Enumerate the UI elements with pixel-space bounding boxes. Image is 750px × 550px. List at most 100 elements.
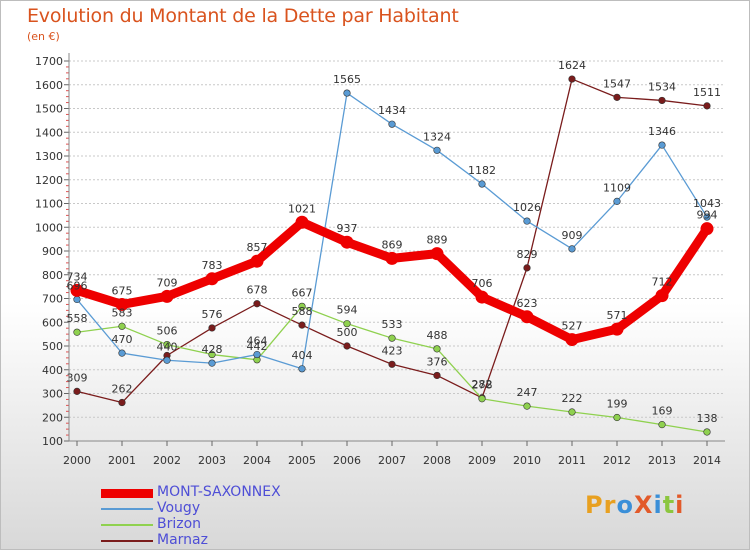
y-tick-label: 1000 [35, 221, 63, 234]
data-label-marnaz: 262 [112, 383, 133, 396]
data-label-vougy: 428 [202, 343, 223, 356]
data-label-brizon: 667 [292, 286, 313, 299]
point-marnaz [298, 321, 306, 329]
point-vougy [613, 197, 621, 205]
data-label-brizon: 222 [562, 392, 583, 405]
data-label-brizon: 247 [517, 386, 538, 399]
data-label-mont-saxonnex: 783 [202, 259, 223, 272]
data-label-marnaz: 1534 [648, 80, 676, 93]
point-brizon [568, 408, 576, 416]
data-label-marnaz: 1624 [558, 59, 586, 72]
logo-letter: i [675, 491, 685, 519]
point-mont-saxonnex [565, 333, 579, 347]
data-label-mont-saxonnex: 527 [562, 320, 583, 333]
data-label-marnaz: 576 [202, 308, 223, 321]
point-marnaz [613, 93, 621, 101]
data-label-vougy: 696 [67, 279, 88, 292]
x-tick-label: 2014 [693, 454, 721, 467]
x-tick-label: 2011 [558, 454, 586, 467]
point-marnaz [523, 264, 531, 272]
y-tick-label: 1400 [35, 126, 63, 139]
y-tick-label: 500 [42, 340, 63, 353]
data-label-brizon: 594 [337, 304, 358, 317]
logo-letter: P [585, 491, 604, 519]
data-label-vougy: 440 [157, 340, 178, 353]
data-label-vougy: 1182 [468, 164, 496, 177]
data-label-mont-saxonnex: 675 [112, 284, 133, 297]
point-vougy [388, 120, 396, 128]
y-tick-label: 1600 [35, 79, 63, 92]
data-label-mont-saxonnex: 869 [382, 238, 403, 251]
x-tick-label: 2009 [468, 454, 496, 467]
x-tick-label: 2012 [603, 454, 631, 467]
point-mont-saxonnex [70, 283, 84, 297]
data-label-vougy: 909 [562, 229, 583, 242]
point-brizon [478, 395, 486, 403]
point-brizon [208, 350, 216, 359]
y-tick-label: 200 [42, 411, 63, 424]
x-tick-label: 2006 [333, 454, 361, 467]
logo-letter: r [603, 491, 617, 519]
chart-title: Evolution du Montant de la Dette par Hab… [27, 5, 459, 27]
data-label-vougy: 1026 [513, 201, 541, 214]
legend-label: Marnaz [157, 532, 208, 548]
data-label-mont-saxonnex: 937 [337, 222, 358, 235]
data-label-marnaz: 282 [472, 378, 493, 391]
x-tick-label: 2007 [378, 454, 406, 467]
point-mont-saxonnex [475, 290, 489, 304]
point-marnaz [433, 371, 441, 380]
data-label-mont-saxonnex: 1021 [288, 202, 316, 215]
point-brizon [163, 340, 171, 349]
point-brizon [73, 328, 81, 336]
data-label-vougy: 1565 [333, 73, 361, 86]
point-mont-saxonnex [115, 297, 129, 311]
x-tick-label: 2010 [513, 454, 541, 467]
point-brizon [388, 334, 396, 342]
point-brizon [613, 413, 621, 422]
y-tick-label: 800 [42, 269, 63, 282]
grid [69, 60, 725, 442]
data-label-brizon: 506 [157, 325, 178, 338]
point-vougy [523, 217, 531, 225]
point-vougy [208, 359, 216, 367]
data-label-brizon: 138 [697, 412, 718, 425]
point-marnaz [208, 324, 216, 332]
x-tick-label: 2001 [108, 454, 136, 467]
logo-letter: t [662, 491, 676, 519]
point-marnaz [253, 300, 261, 308]
data-label-mont-saxonnex: 571 [607, 309, 628, 322]
point-mont-saxonnex [655, 289, 669, 303]
point-mont-saxonnex [160, 289, 174, 303]
point-marnaz [73, 387, 81, 395]
point-brizon [298, 302, 306, 310]
point-brizon [118, 322, 126, 330]
data-label-marnaz: 829 [517, 248, 538, 261]
point-brizon [343, 320, 351, 328]
chart-subtitle: (en €) [27, 30, 60, 43]
y-tick-label: 1300 [35, 150, 63, 163]
point-marnaz [703, 102, 711, 110]
point-mont-saxonnex [520, 310, 534, 324]
data-label-mont-saxonnex: 734 [67, 270, 88, 283]
point-vougy [118, 349, 126, 357]
data-label-brizon: 583 [112, 306, 133, 319]
y-tick-label: 700 [42, 293, 63, 306]
x-tick-label: 2004 [243, 454, 271, 467]
data-labels: 309 262 576 678 588 500 423 376 282 829 1624 1547 15… [67, 59, 722, 425]
data-label-marnaz: 309 [67, 371, 88, 384]
data-label-vougy: 1109 [603, 181, 631, 194]
logo-letter: i [653, 491, 663, 519]
point-mont-saxonnex [205, 272, 219, 286]
point-brizon [433, 345, 441, 353]
point-mont-saxonnex [250, 254, 264, 268]
y-tick-label: 300 [42, 388, 63, 401]
point-vougy [343, 89, 351, 97]
point-vougy [253, 350, 261, 359]
legend-swatch [101, 524, 153, 526]
legend-swatch [101, 540, 153, 542]
data-label-mont-saxonnex: 994 [697, 209, 718, 222]
point-vougy [703, 213, 711, 221]
data-label-marnaz: 1511 [693, 86, 721, 99]
point-mont-saxonnex [340, 235, 354, 249]
